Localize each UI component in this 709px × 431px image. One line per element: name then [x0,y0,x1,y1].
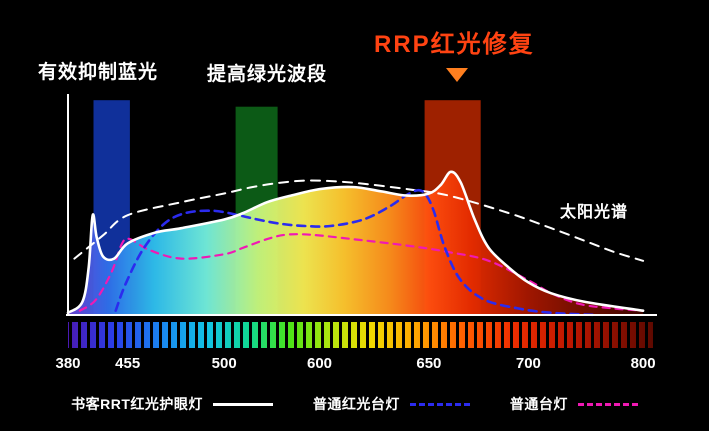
spectrum-area-fill [68,171,644,315]
x-tick-label: 500 [212,355,237,372]
x-tick-label: 380 [55,355,80,372]
legend-line-solid [212,402,273,406]
series-curve-1 [114,188,599,317]
legend-item-shuke-lamp: 书客RRT红光护眼灯 [71,394,273,414]
blue-light-header: 有效抑制蓝光 [38,62,159,83]
rainbow-strip-comb-overlay [68,322,653,348]
legend-item-red-lamp: 普通红光台灯 [313,394,470,414]
x-tick-label: 650 [416,355,441,372]
x-tick-label: 600 [307,355,332,372]
x-tick-label: 700 [516,355,541,372]
green-light-header: 提高绿光波段 [207,64,328,85]
legend-line-dashed-blue [409,402,470,406]
legend-label: 普通红光台灯 [312,396,400,412]
series-curve-0 [66,170,645,315]
legend-label: 普通台灯 [509,396,568,412]
x-tick-label: 455 [115,355,140,372]
legend: 书客RRT红光护眼灯 普通红光台灯 普通台灯 [0,394,709,414]
legend-label: 书客RRT红光护眼灯 [71,396,203,412]
legend-line-dashed-magenta [577,402,638,406]
rrp-red-light-header: RRP红光修复 [374,31,535,58]
pointer-triangle-icon [446,68,468,82]
spectrum-chart: 380 455 500 600 650 700 800 [55,94,657,372]
x-tick-label: 800 [631,355,656,372]
sun-spectrum-label: 太阳光谱 [560,204,629,221]
legend-item-ordinary-lamp: 普通台灯 [510,394,638,414]
series-curve-3 [73,179,645,262]
